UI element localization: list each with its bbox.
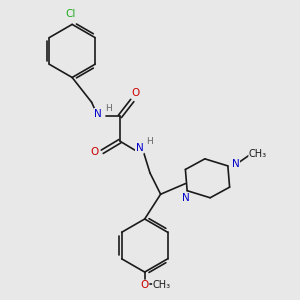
Text: O: O: [132, 88, 140, 98]
Text: Cl: Cl: [65, 10, 76, 20]
Text: N: N: [136, 143, 143, 153]
Text: CH₃: CH₃: [249, 148, 267, 158]
Text: H: H: [105, 104, 112, 113]
Text: CH₃: CH₃: [153, 280, 171, 290]
Text: O: O: [141, 280, 149, 290]
Text: N: N: [182, 194, 190, 203]
Text: H: H: [147, 137, 153, 146]
Text: O: O: [90, 147, 99, 157]
Text: N: N: [94, 109, 102, 118]
Text: N: N: [232, 159, 239, 169]
